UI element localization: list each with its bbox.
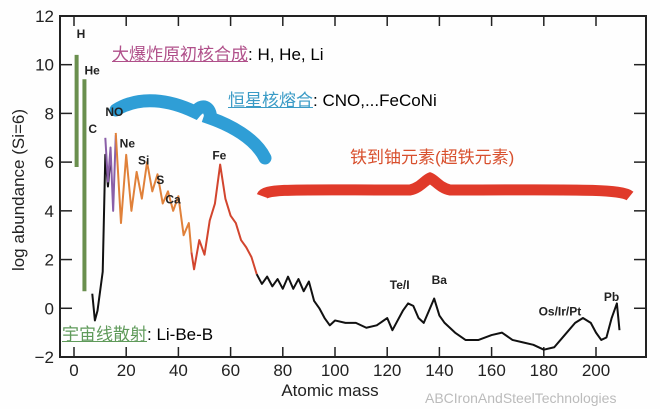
stellar-label: 恒星核熔合 bbox=[228, 91, 313, 110]
y-tick-label: −2 bbox=[35, 348, 54, 367]
stellar-brace bbox=[109, 94, 272, 165]
element-label: Pb bbox=[604, 290, 619, 304]
annotation-big-bang: 大爆炸原初核合成: H, He, Li bbox=[112, 40, 324, 65]
stellar-elements: : CNO,...FeCoNi bbox=[313, 91, 437, 110]
y-tick-label: 2 bbox=[45, 251, 54, 270]
element-label: Ba bbox=[432, 273, 448, 287]
heavy-brace bbox=[256, 172, 634, 201]
plot-frame bbox=[59, 15, 647, 358]
big-bang-elements: : H, He, Li bbox=[248, 45, 324, 64]
element-label: H bbox=[77, 27, 86, 41]
x-tick-label: 20 bbox=[117, 361, 136, 380]
element-label: Ne bbox=[120, 137, 136, 151]
x-tick-label: 120 bbox=[373, 361, 401, 380]
cosmic-label: 宇宙线散射 bbox=[62, 325, 147, 344]
series-heavy bbox=[255, 273, 621, 351]
x-tick-label: 160 bbox=[477, 361, 505, 380]
element-label: NO bbox=[105, 105, 123, 119]
x-tick-label: 200 bbox=[582, 361, 610, 380]
y-tick-label: 6 bbox=[45, 153, 54, 172]
element-label: Si bbox=[138, 154, 149, 168]
y-tick-label: 10 bbox=[35, 56, 54, 75]
x-axis-label: Atomic mass bbox=[281, 381, 378, 400]
annotation-heavy: 铁到铀元素(超铁元素) bbox=[350, 148, 515, 167]
y-tick-label: 12 bbox=[35, 7, 54, 26]
x-tick-label: 40 bbox=[169, 361, 188, 380]
element-label: Fe bbox=[212, 149, 226, 163]
y-tick-label: 4 bbox=[45, 202, 54, 221]
annotation-stellar: 恒星核熔合: CNO,...FeCoNi bbox=[228, 86, 437, 111]
y-tick-label: 0 bbox=[45, 299, 54, 318]
series-cno bbox=[104, 135, 117, 212]
series-light bbox=[114, 132, 193, 253]
element-label: C bbox=[88, 122, 97, 136]
element-label: Os/Ir/Pt bbox=[539, 305, 582, 319]
big-bang-label: 大爆炸原初核合成 bbox=[112, 45, 248, 64]
x-tick-label: 60 bbox=[221, 361, 240, 380]
element-label: Ca bbox=[165, 193, 181, 207]
y-axis-label: log abundance (Si=6) bbox=[9, 109, 28, 271]
element-label: Te/I bbox=[390, 278, 410, 292]
x-tick-label: 0 bbox=[69, 361, 78, 380]
x-tick-label: 80 bbox=[273, 361, 292, 380]
x-tick-label: 140 bbox=[425, 361, 453, 380]
annotation-cosmic: 宇宙线散射: Li-Be-B bbox=[62, 320, 213, 345]
element-label: S bbox=[156, 173, 164, 187]
x-tick-label: 100 bbox=[321, 361, 349, 380]
watermark: ABCIronAndSteelTechnologies bbox=[425, 390, 616, 406]
element-label: He bbox=[84, 63, 100, 77]
y-tick-label: 8 bbox=[45, 104, 54, 123]
x-tick-label: 180 bbox=[530, 361, 558, 380]
cosmic-elements: : Li-Be-B bbox=[147, 325, 214, 344]
series-iron-peak bbox=[190, 163, 258, 275]
